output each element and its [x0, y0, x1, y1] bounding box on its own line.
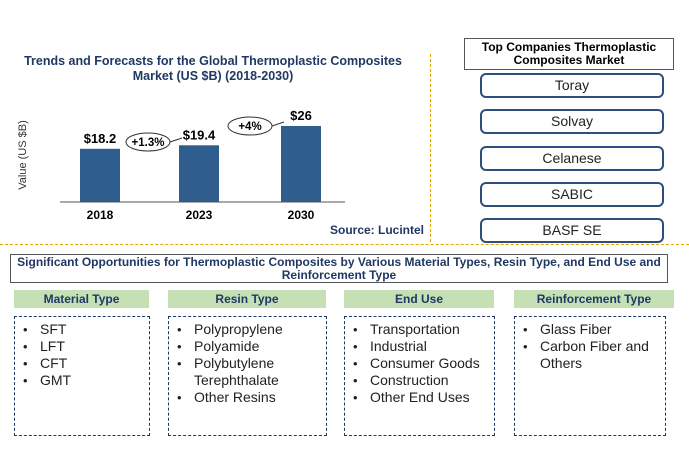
list-item: Other Resins [169, 389, 326, 406]
list-item: LFT [15, 338, 149, 355]
bar-value-label: $19.4 [183, 127, 216, 142]
source-label: Source: Lucintel [330, 223, 425, 237]
list-item: Polybutylene Terephthalate [169, 355, 326, 389]
company-box-basf: BASF SE [480, 218, 664, 243]
end-use-box: Transportation Industrial Consumer Goods… [344, 316, 495, 436]
list-item: SFT [15, 321, 149, 338]
material-type-box: SFT LFT CFT GMT [14, 316, 150, 436]
list-item: Other End Uses [345, 389, 494, 406]
growth-oval [125, 132, 171, 152]
bar-value-label: $18.2 [84, 131, 117, 146]
list-item: Glass Fiber [515, 321, 665, 338]
bar-2018 [80, 148, 120, 202]
list-item: Carbon Fiber and Others [515, 338, 665, 372]
list-item: Polyamide [169, 338, 326, 355]
bar-2030 [281, 126, 321, 202]
list-item: Consumer Goods [345, 355, 494, 372]
growth-oval [227, 116, 273, 136]
chart-title: Trends and Forecasts for the Global Ther… [24, 54, 402, 83]
list-item: Industrial [345, 338, 494, 355]
material-type-heading: Material Type [14, 290, 149, 308]
end-use-heading: End Use [344, 290, 494, 308]
bar-2023 [179, 145, 219, 202]
list-item: CFT [15, 355, 149, 372]
list-item: Transportation [345, 321, 494, 338]
growth-label: +4% [238, 121, 261, 133]
resin-type-box: Polypropylene Polyamide Polybutylene Ter… [168, 316, 327, 436]
list-item: GMT [15, 372, 149, 389]
company-box-celanese: Celanese [480, 146, 664, 171]
list-item: Construction [345, 372, 494, 389]
growth-arrow [271, 121, 285, 127]
company-box-sabic: SABIC [480, 182, 664, 207]
reinforcement-type-heading: Reinforcement Type [514, 290, 674, 308]
reinforcement-type-box: Glass Fiber Carbon Fiber and Others [514, 316, 666, 436]
list-item: Polypropylene [169, 321, 326, 338]
growth-arrow [169, 137, 183, 143]
company-box-toray: Toray [480, 73, 664, 98]
resin-type-heading: Resin Type [168, 290, 326, 308]
bar-value-label: $26 [290, 108, 312, 123]
x-tick-label: 2018 [87, 208, 114, 222]
x-tick-label: 2023 [186, 208, 213, 222]
vertical-divider [430, 54, 431, 242]
y-axis-label: Value (US $B) [17, 120, 29, 190]
opportunities-title: Significant Opportunities for Thermoplas… [10, 254, 668, 283]
top-companies-title: Top Companies Thermoplastic Composites M… [464, 38, 674, 70]
company-box-solvay: Solvay [480, 109, 664, 134]
horizontal-divider [0, 244, 689, 245]
x-tick-label: 2030 [288, 208, 315, 222]
growth-label: +1.3% [132, 137, 165, 149]
